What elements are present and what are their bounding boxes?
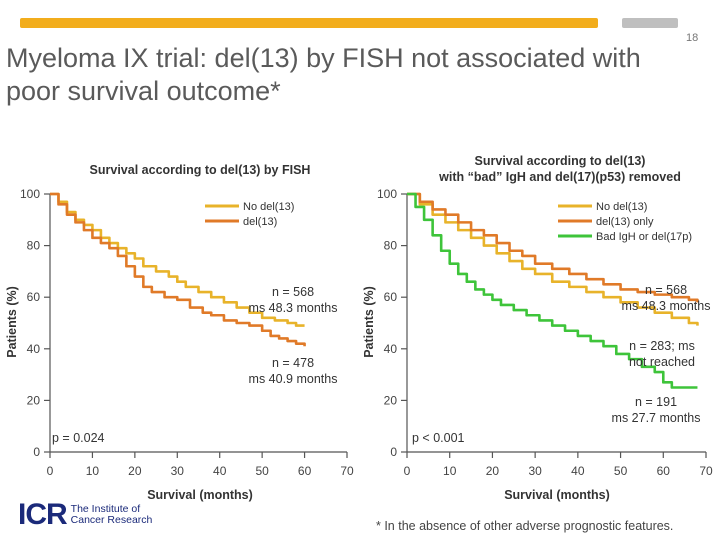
series-annotation: n = 191 xyxy=(635,395,677,409)
series-line-1 xyxy=(407,192,699,326)
logo-line-1: The Institute of xyxy=(70,503,141,515)
legend-label: No del(13) xyxy=(243,201,294,213)
x-tick-label: 20 xyxy=(486,464,500,478)
y-tick-label: 100 xyxy=(20,187,40,201)
legend-label: del(13) xyxy=(243,216,277,228)
x-tick-label: 40 xyxy=(213,464,227,478)
chart-title-line-1: Survival according to del(13) xyxy=(475,154,646,168)
y-tick-label: 60 xyxy=(384,290,398,304)
footnote: * In the absence of other adverse progno… xyxy=(376,519,674,533)
chart-title: Survival according to del(13) with “bad” … xyxy=(438,154,681,184)
series-annotation: n = 568 xyxy=(645,283,687,297)
slide-title: Myeloma IX trial: del(13) by FISH not as… xyxy=(6,43,641,106)
x-tick-label: 40 xyxy=(571,464,585,478)
x-tick-label: 60 xyxy=(298,464,312,478)
header-grey-bar xyxy=(622,18,678,28)
series-line-2 xyxy=(50,192,306,347)
y-tick-label: 20 xyxy=(27,393,41,407)
y-tick-label: 20 xyxy=(384,393,398,407)
series-annotation: n = 568 xyxy=(272,285,314,299)
icr-logo: ICR The Institute of Cancer Research xyxy=(18,500,152,530)
y-axis-label: Patients (%) xyxy=(362,286,376,358)
y-tick-label: 0 xyxy=(390,445,397,459)
x-tick-label: 30 xyxy=(171,464,185,478)
series-annotation: ms 48.3 months xyxy=(249,301,338,315)
legend-label: del(13) only xyxy=(596,216,654,228)
slide-number: 18 xyxy=(686,32,699,44)
logo-line-2: Cancer Research xyxy=(70,514,153,526)
series-annotation: ms 48.3 months xyxy=(622,299,711,313)
x-tick-label: 0 xyxy=(404,464,411,478)
y-tick-label: 60 xyxy=(27,290,41,304)
series-line-2 xyxy=(407,192,699,303)
x-axis-label: Survival (months) xyxy=(504,488,610,502)
y-tick-label: 80 xyxy=(27,239,41,253)
x-tick-label: 50 xyxy=(255,464,269,478)
series-annotation: ms 40.9 months xyxy=(249,372,338,386)
legend-label: No del(13) xyxy=(596,201,647,213)
series-annotation: ms 27.7 months xyxy=(612,411,701,425)
chart-right: Survival according to del(13) with “bad” … xyxy=(362,154,713,502)
y-tick-label: 40 xyxy=(384,342,398,356)
x-tick-label: 70 xyxy=(699,464,713,478)
x-tick-label: 10 xyxy=(443,464,457,478)
series-annotation: n = 478 xyxy=(272,356,314,370)
chart-left: Survival according to del(13) by FISH 0 20… xyxy=(5,163,354,502)
p-value: p < 0.001 xyxy=(412,431,465,445)
y-tick-label: 40 xyxy=(27,342,41,356)
chart-title: Survival according to del(13) by FISH xyxy=(90,163,311,177)
series-annotation: n = 283; ms xyxy=(629,339,695,353)
logo-text: The Institute of Cancer Research xyxy=(71,504,153,526)
y-tick-label: 80 xyxy=(384,239,398,253)
y-tick-label: 100 xyxy=(377,187,397,201)
x-tick-label: 0 xyxy=(47,464,54,478)
x-axis-label: Survival (months) xyxy=(147,488,253,502)
x-tick-label: 20 xyxy=(128,464,142,478)
series-line-3 xyxy=(407,192,698,389)
x-tick-label: 60 xyxy=(657,464,671,478)
y-axis-label: Patients (%) xyxy=(5,286,19,358)
x-tick-label: 30 xyxy=(528,464,542,478)
series-annotation: not reached xyxy=(629,355,695,369)
chart-title-line-2: with “bad” IgH and del(17)(p53) removed xyxy=(438,170,681,184)
logo-mark: ICR xyxy=(18,498,68,531)
p-value: p = 0.024 xyxy=(52,431,105,445)
x-tick-label: 10 xyxy=(86,464,100,478)
series-line-1 xyxy=(50,192,305,327)
x-tick-label: 70 xyxy=(340,464,354,478)
legend-label: Bad IgH or del(17p) xyxy=(596,231,692,243)
y-tick-label: 0 xyxy=(33,445,40,459)
x-tick-label: 50 xyxy=(614,464,628,478)
header-accent-bar xyxy=(20,18,598,28)
